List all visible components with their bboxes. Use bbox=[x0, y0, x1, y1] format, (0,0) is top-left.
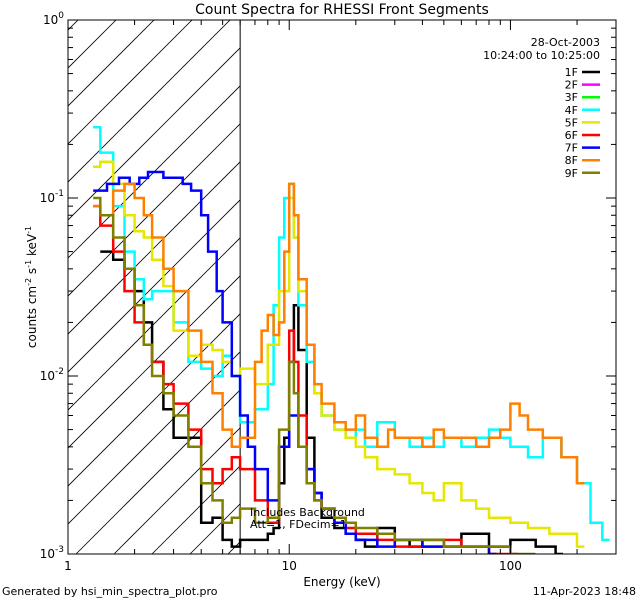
date-label: 28-Oct-2003 bbox=[531, 36, 600, 49]
series-line-7f bbox=[93, 170, 497, 554]
series-line-9f bbox=[93, 196, 536, 554]
y-tick-label: 10-2 bbox=[40, 367, 64, 383]
y-tick-label: 100 bbox=[43, 11, 64, 27]
legend-label-1f: 1F bbox=[565, 66, 578, 79]
series-line-5f bbox=[93, 160, 585, 548]
series-line-4f bbox=[93, 125, 610, 542]
series-layer bbox=[93, 125, 610, 554]
x-tick-label: 10 bbox=[282, 559, 297, 573]
x-axis-label: Energy (keV) bbox=[303, 575, 380, 589]
legend-label-7f: 7F bbox=[565, 142, 578, 155]
y-tick-label: 10-3 bbox=[40, 545, 64, 561]
x-tick-label: 100 bbox=[499, 559, 522, 573]
plot-frame bbox=[67, 19, 617, 555]
legend-label-5f: 5F bbox=[565, 116, 578, 129]
legend-label-9f: 9F bbox=[565, 167, 578, 180]
axis-layer: 1 10 100 10-3 10-2 10-1 100 bbox=[40, 11, 617, 573]
legend-label-6f: 6F bbox=[565, 129, 578, 142]
y-tick-label: 10-1 bbox=[40, 189, 64, 205]
chart-title: Count Spectra for RHESSI Front Segments bbox=[195, 2, 489, 18]
series-line-8f bbox=[93, 182, 585, 485]
footer-generated-by: Generated by hsi_min_spectra_plot.pro bbox=[2, 585, 218, 598]
x-tick-label: 1 bbox=[64, 559, 72, 573]
hatched-region bbox=[68, 20, 241, 554]
legend-label-8f: 8F bbox=[565, 154, 578, 167]
y-axis-label: counts cm-2 s-1 keV-1 bbox=[24, 226, 39, 348]
time-range-label: 10:24:00 to 10:25:00 bbox=[483, 49, 600, 62]
footer-timestamp: 11-Apr-2023 18:48 bbox=[533, 585, 636, 598]
annotation-attenuator: Att=1, FDecim=1 bbox=[250, 518, 347, 531]
legend-label-2f: 2F bbox=[565, 79, 578, 92]
annotation-background: Includes Background bbox=[250, 506, 365, 519]
legend-label-4f: 4F bbox=[565, 104, 578, 117]
legend-label-3f: 3F bbox=[565, 91, 578, 104]
